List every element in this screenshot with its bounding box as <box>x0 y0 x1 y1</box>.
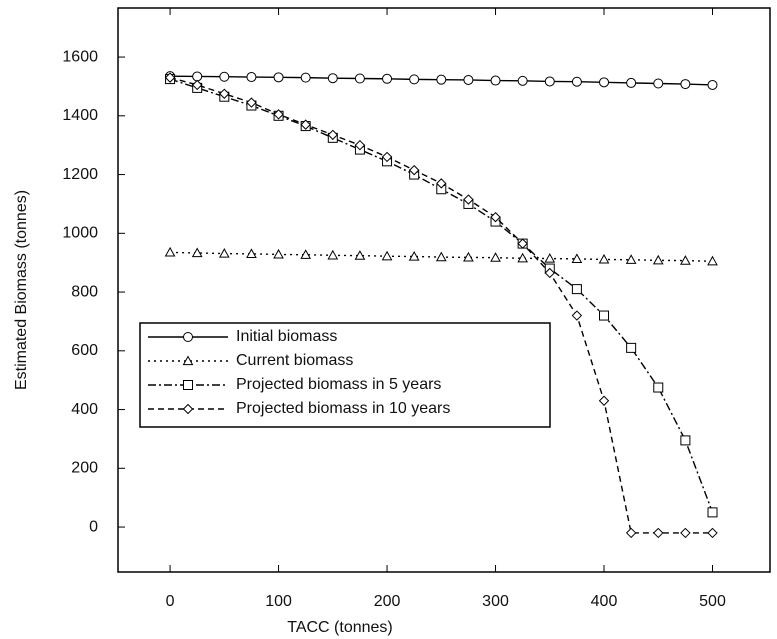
point <box>463 251 474 262</box>
y-tick-label: 0 <box>89 518 98 535</box>
point <box>544 267 555 279</box>
point <box>164 246 176 257</box>
point <box>354 73 365 84</box>
point <box>517 75 528 86</box>
point <box>544 76 555 87</box>
y-tick-label: 200 <box>71 460 98 477</box>
y-tick-label: 1400 <box>62 107 98 124</box>
point <box>598 395 610 406</box>
point <box>300 119 311 130</box>
point <box>408 164 420 176</box>
point <box>652 254 664 265</box>
legend-label: Initial biomass <box>236 328 337 345</box>
point <box>490 211 501 223</box>
series-line <box>169 76 713 534</box>
x-tick-label: 0 <box>166 593 175 610</box>
point <box>707 527 718 539</box>
point <box>544 253 556 263</box>
x-tick-label: 100 <box>265 593 292 610</box>
point <box>653 78 664 89</box>
legend-label: Projected biomass in 5 years <box>236 376 441 393</box>
legend-label: Projected biomass in 10 years <box>236 400 450 417</box>
x-axis-label: TACC (tonnes) <box>287 619 393 636</box>
x-tick-label: 400 <box>591 593 618 610</box>
point <box>571 76 582 87</box>
point <box>625 254 637 264</box>
point <box>626 342 637 353</box>
y-tick-label: 1000 <box>62 225 98 242</box>
point <box>382 73 393 84</box>
x-tick-label: 500 <box>699 593 726 610</box>
point <box>246 248 257 258</box>
point <box>354 139 366 151</box>
point <box>680 255 691 265</box>
y-tick-label: 400 <box>71 401 98 418</box>
point <box>463 194 474 205</box>
point <box>273 248 284 259</box>
point <box>381 151 393 163</box>
y-tick-label: 600 <box>71 342 98 359</box>
point <box>327 129 339 141</box>
point <box>626 77 637 88</box>
point <box>599 310 610 321</box>
x-tick-label: 200 <box>374 593 401 610</box>
point <box>183 332 193 342</box>
point <box>182 403 194 415</box>
point <box>219 88 230 99</box>
y-axis-label: Estimated Biomass (tonnes) <box>13 190 30 390</box>
point <box>246 97 257 108</box>
point <box>327 73 338 84</box>
legend-label: Current biomass <box>236 352 353 369</box>
plot-frame <box>117 7 771 573</box>
point <box>300 72 311 83</box>
y-tick-label: 1200 <box>62 166 98 183</box>
point <box>490 75 501 86</box>
point <box>571 253 583 263</box>
point <box>707 255 718 266</box>
point <box>246 72 257 83</box>
point <box>164 72 176 83</box>
point <box>707 507 718 518</box>
point <box>653 527 664 539</box>
point <box>219 71 230 82</box>
point <box>218 248 230 258</box>
y-tick-label: 1600 <box>62 48 98 65</box>
point <box>273 72 284 83</box>
point <box>273 109 284 120</box>
point <box>680 435 691 446</box>
point <box>192 71 203 82</box>
point <box>517 238 528 249</box>
point <box>300 249 312 259</box>
point <box>571 310 583 321</box>
point <box>435 251 447 262</box>
point <box>653 382 664 393</box>
point <box>409 74 420 85</box>
point <box>599 77 610 88</box>
point <box>354 250 366 260</box>
point <box>183 380 193 390</box>
y-tick-label: 800 <box>71 283 98 300</box>
point <box>490 252 501 262</box>
point <box>463 74 474 85</box>
point <box>182 355 194 366</box>
point <box>408 250 420 261</box>
point <box>598 253 610 264</box>
series-line <box>169 78 714 513</box>
point <box>191 79 203 91</box>
point <box>381 250 393 261</box>
point <box>436 74 447 85</box>
point <box>517 252 529 263</box>
point <box>680 79 691 90</box>
point <box>625 527 637 539</box>
point <box>571 284 582 295</box>
point <box>436 178 447 189</box>
point <box>327 249 339 260</box>
point <box>680 527 691 539</box>
x-tick-label: 300 <box>482 593 509 610</box>
point <box>191 247 203 258</box>
point <box>707 79 718 90</box>
